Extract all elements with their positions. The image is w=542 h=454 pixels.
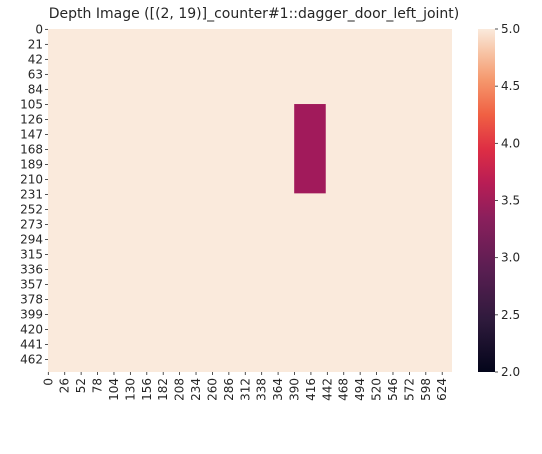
colorbar-gradient bbox=[478, 29, 495, 372]
heatmap-region-0 bbox=[294, 104, 326, 194]
y-tick-label: 84 bbox=[28, 82, 43, 96]
chart-title: Depth Image ([(2, 19)]_counter#1::dagger… bbox=[49, 6, 459, 22]
x-tick-label: 286 bbox=[222, 378, 236, 401]
y-axis-ticks: 0214263841051261471681892102312522732943… bbox=[20, 22, 48, 366]
x-tick-label: 416 bbox=[304, 378, 318, 401]
y-tick-label: 63 bbox=[28, 67, 43, 81]
y-tick-label: 399 bbox=[20, 307, 43, 321]
x-tick-label: 468 bbox=[337, 378, 351, 401]
x-tick-label: 312 bbox=[238, 378, 252, 401]
x-tick-label: 52 bbox=[74, 378, 88, 393]
y-tick-label: 378 bbox=[20, 292, 43, 306]
colorbar-tick-label: 4.5 bbox=[501, 79, 520, 93]
colorbar-tick-label: 3.5 bbox=[501, 194, 520, 208]
x-tick-label: 234 bbox=[189, 378, 203, 401]
y-tick-label: 189 bbox=[20, 157, 43, 171]
x-tick-label: 546 bbox=[386, 378, 400, 401]
x-tick-label: 390 bbox=[288, 378, 302, 401]
y-tick-label: 168 bbox=[20, 142, 43, 156]
y-tick-label: 105 bbox=[20, 97, 43, 111]
colorbar-tick-label: 4.0 bbox=[501, 136, 520, 150]
colorbar-tick-label: 2.0 bbox=[501, 365, 520, 379]
x-tick-label: 104 bbox=[107, 378, 121, 401]
y-tick-label: 126 bbox=[20, 112, 43, 126]
x-tick-label: 130 bbox=[123, 378, 137, 401]
y-tick-label: 294 bbox=[20, 232, 43, 246]
heatmap-background-cells bbox=[48, 29, 452, 372]
y-tick-label: 147 bbox=[20, 127, 43, 141]
colorbar-tick-label: 2.5 bbox=[501, 308, 520, 322]
x-tick-label: 208 bbox=[173, 378, 187, 401]
y-tick-label: 252 bbox=[20, 202, 43, 216]
y-tick-label: 462 bbox=[20, 352, 43, 366]
y-tick-label: 357 bbox=[20, 277, 43, 291]
x-tick-label: 364 bbox=[271, 378, 285, 401]
y-tick-label: 42 bbox=[28, 52, 43, 66]
x-tick-label: 182 bbox=[156, 378, 170, 401]
heatmap-area bbox=[48, 29, 452, 372]
y-tick-label: 315 bbox=[20, 247, 43, 261]
x-tick-label: 0 bbox=[41, 378, 55, 386]
x-tick-label: 26 bbox=[58, 378, 72, 393]
x-axis-ticks: 0 26 52 78 104 130 156 182 208 234 260 286 312 338 364… bbox=[41, 372, 449, 401]
colorbar-tick-label: 3.0 bbox=[501, 251, 520, 265]
x-tick-label: 78 bbox=[91, 378, 105, 393]
colorbar-tick-label: 5.0 bbox=[501, 22, 520, 36]
y-tick-label: 231 bbox=[20, 187, 43, 201]
colorbar-ticks: 2.0 2.5 3.0 3.5 4.0 4.5 5.0 bbox=[495, 22, 520, 379]
x-tick-label: 572 bbox=[402, 378, 416, 401]
y-tick-label: 210 bbox=[20, 172, 43, 186]
x-tick-label: 442 bbox=[320, 378, 334, 401]
x-tick-label: 338 bbox=[255, 378, 269, 401]
y-tick-label: 0 bbox=[35, 22, 43, 36]
x-tick-label: 624 bbox=[435, 378, 449, 401]
colorbar: 2.0 2.5 3.0 3.5 4.0 4.5 5.0 bbox=[478, 22, 520, 379]
x-tick-label: 494 bbox=[353, 378, 367, 401]
x-tick-label: 520 bbox=[370, 378, 384, 401]
y-tick-label: 21 bbox=[28, 37, 43, 51]
y-tick-label: 273 bbox=[20, 217, 43, 231]
x-tick-label: 156 bbox=[140, 378, 154, 401]
y-tick-label: 336 bbox=[20, 262, 43, 276]
x-tick-label: 598 bbox=[419, 378, 433, 401]
y-tick-label: 441 bbox=[20, 337, 43, 351]
x-tick-label: 260 bbox=[205, 378, 219, 401]
y-tick-label: 420 bbox=[20, 322, 43, 336]
